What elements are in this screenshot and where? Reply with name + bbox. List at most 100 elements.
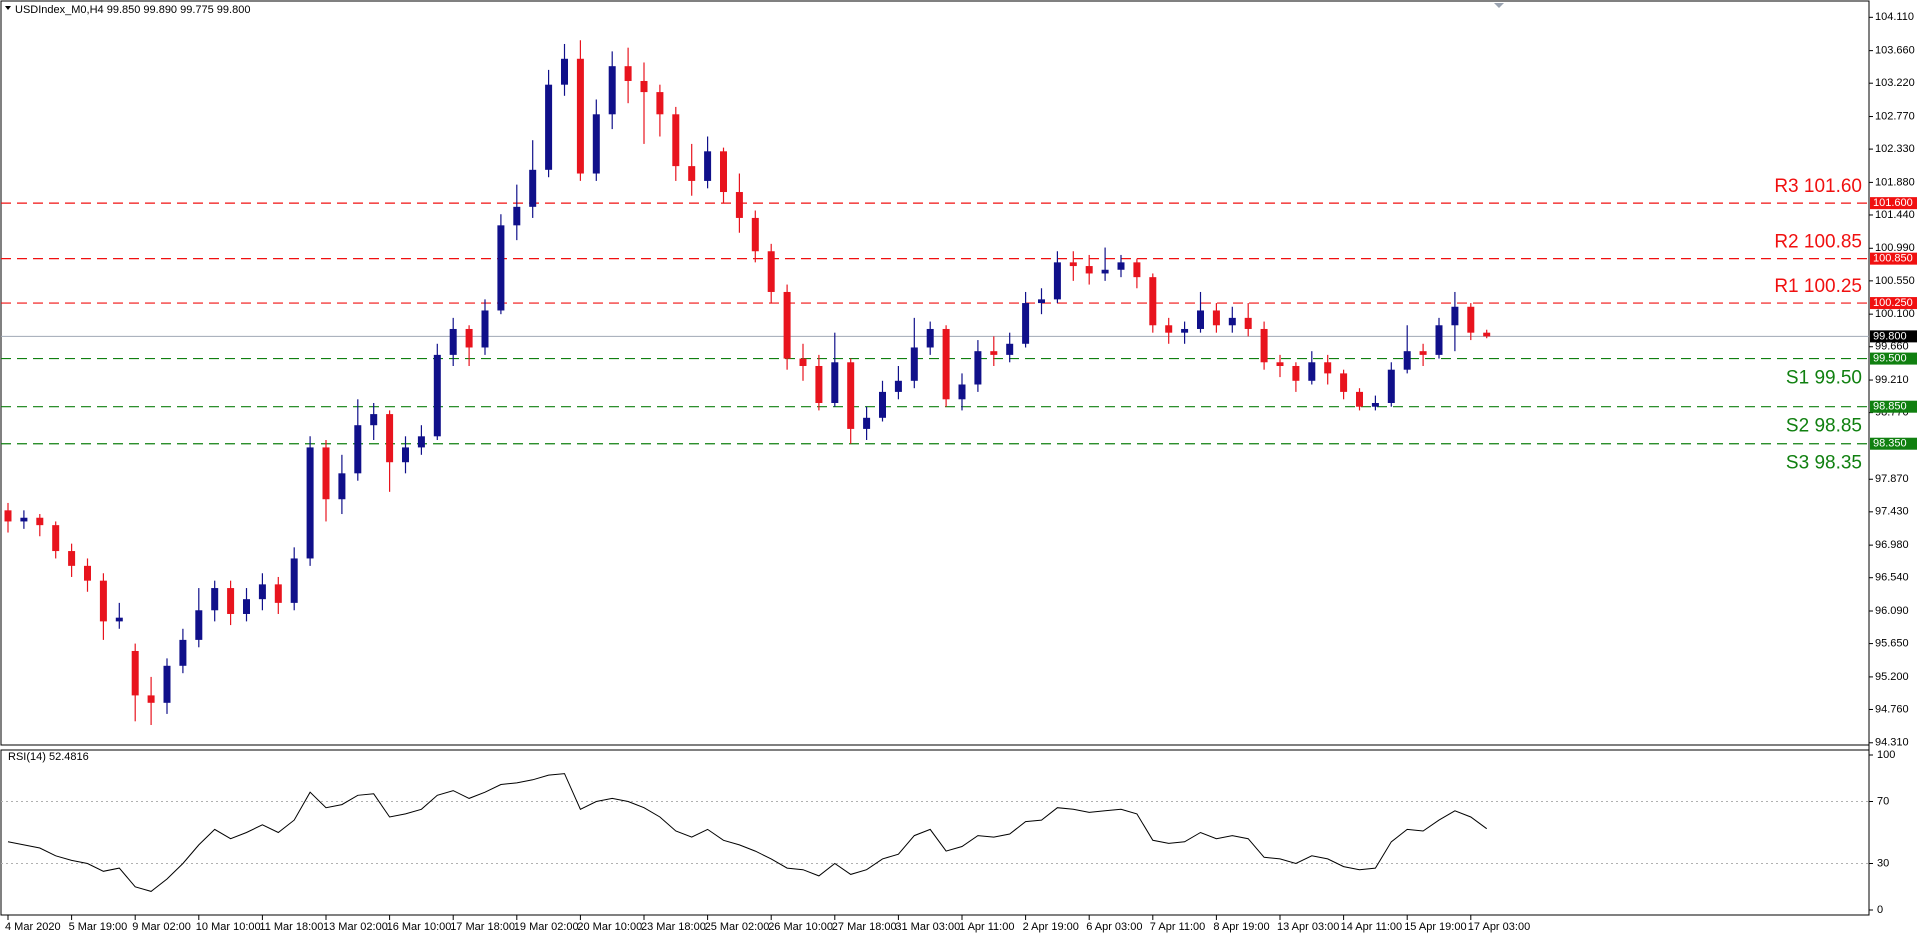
candle-body [561, 58, 568, 85]
candle-body [4, 510, 12, 522]
x-tick-label: 19 Mar 02:00 [514, 921, 579, 933]
y-tick-label: 95.200 [1875, 671, 1909, 683]
x-tick-label: 17 Mar 18:00 [450, 921, 515, 933]
candle-body [1340, 373, 1348, 392]
y-tick-label: 96.540 [1875, 572, 1909, 584]
level-label: R3 101.60 [1774, 176, 1862, 197]
candle-body [1403, 351, 1411, 370]
candle-body [1419, 351, 1427, 355]
y-tick-label: 97.430 [1875, 506, 1909, 518]
x-tick-label: 6 Apr 03:00 [1086, 921, 1142, 933]
y-tick-label: 100.990 [1875, 242, 1915, 254]
candle-body [1053, 262, 1061, 300]
y-tick-label: 100.550 [1875, 275, 1915, 287]
candle-body [1038, 299, 1045, 304]
x-tick-label: 25 Mar 02:00 [705, 921, 770, 933]
candle-body [1181, 328, 1189, 333]
level-label: R2 100.85 [1774, 232, 1862, 253]
candle-body [163, 665, 171, 703]
x-tick-label: 8 Apr 19:00 [1213, 921, 1269, 933]
candle-body [1117, 262, 1125, 270]
candle-body [958, 384, 966, 400]
level-marker [1870, 197, 1917, 210]
x-tick-label: 23 Mar 18:00 [641, 921, 706, 933]
candle-body [815, 365, 823, 403]
candle-body [1212, 310, 1220, 326]
candle-body [1387, 369, 1395, 403]
candle-body [1467, 306, 1475, 333]
candle-body [1260, 328, 1268, 363]
x-tick-label: 27 Mar 18:00 [832, 921, 897, 933]
x-tick-label: 15 Apr 19:00 [1404, 921, 1466, 933]
candle-body [274, 584, 282, 603]
candle-body [1101, 269, 1109, 274]
level-marker-label: 98.850 [1873, 401, 1907, 413]
candle-body [831, 362, 839, 403]
candle-body [115, 617, 123, 622]
level-marker [1870, 400, 1917, 413]
rsi-tick-label: 70 [1877, 795, 1889, 807]
y-tick-label: 101.440 [1875, 209, 1915, 221]
candle-body [1085, 266, 1093, 274]
x-tick-label: 26 Mar 10:00 [768, 921, 833, 933]
candle-body [36, 517, 44, 526]
x-tick-label: 4 Mar 2020 [5, 921, 61, 933]
level-marker [1870, 352, 1917, 365]
candle-body [1006, 343, 1014, 355]
x-tick-label: 1 Apr 11:00 [959, 921, 1014, 933]
candle-body [1197, 310, 1204, 329]
candle-body [497, 225, 505, 311]
y-tick-label: 94.760 [1875, 703, 1909, 715]
candle-body [624, 66, 632, 81]
candle-body [910, 347, 918, 381]
level-marker [1870, 437, 1917, 450]
current-price-marker [1870, 330, 1917, 343]
y-tick-label: 95.650 [1875, 637, 1909, 649]
chart-header: USDIndex_M0,H4 99.850 99.890 99.775 99.8… [15, 4, 250, 16]
candle-body [688, 166, 696, 181]
candle-body [433, 354, 441, 437]
candle-body [735, 192, 743, 218]
level-marker-label: 101.600 [1873, 197, 1913, 209]
candle-body [783, 291, 791, 359]
candle-body [592, 114, 600, 174]
level-marker-label: 99.500 [1873, 352, 1907, 364]
level-marker-label: 98.350 [1873, 438, 1907, 450]
candle-body [84, 565, 91, 581]
y-tick-label: 96.980 [1875, 539, 1909, 551]
candle-body [576, 58, 584, 174]
candle-body [767, 251, 775, 292]
rsi-line [7, 773, 1487, 892]
candle-body [529, 169, 537, 207]
candle-body [227, 588, 235, 614]
y-tick-label: 96.090 [1875, 605, 1909, 617]
level-marker [1870, 252, 1917, 265]
candle-body [1165, 325, 1173, 333]
y-tick-label: 101.880 [1875, 176, 1915, 188]
candle-body [942, 328, 950, 400]
candle-body [211, 588, 219, 611]
candle-body [1228, 317, 1236, 326]
candle-body [338, 473, 346, 500]
candle-body [879, 391, 886, 418]
candle-body [68, 551, 76, 566]
candle-body [402, 447, 409, 463]
level-label: S3 98.35 [1786, 453, 1862, 474]
rsi-tick-label: 0 [1877, 904, 1883, 916]
x-tick-label: 13 Mar 02:00 [323, 921, 388, 933]
x-tick-label: 2 Apr 19:00 [1023, 921, 1079, 933]
candle-body [52, 525, 60, 552]
candle-body [1022, 303, 1030, 344]
candle-body [894, 380, 902, 392]
candle-body [1308, 362, 1316, 381]
candle-body [1324, 362, 1332, 374]
rsi-tick-label: 100 [1877, 749, 1895, 761]
candle-body [370, 414, 378, 426]
candle-body [290, 558, 298, 603]
candle-body [720, 151, 727, 193]
x-tick-label: 31 Mar 03:00 [895, 921, 960, 933]
candle-body [386, 414, 394, 463]
candle-body [1435, 325, 1443, 355]
x-tick-label: 7 Apr 11:00 [1150, 921, 1205, 933]
